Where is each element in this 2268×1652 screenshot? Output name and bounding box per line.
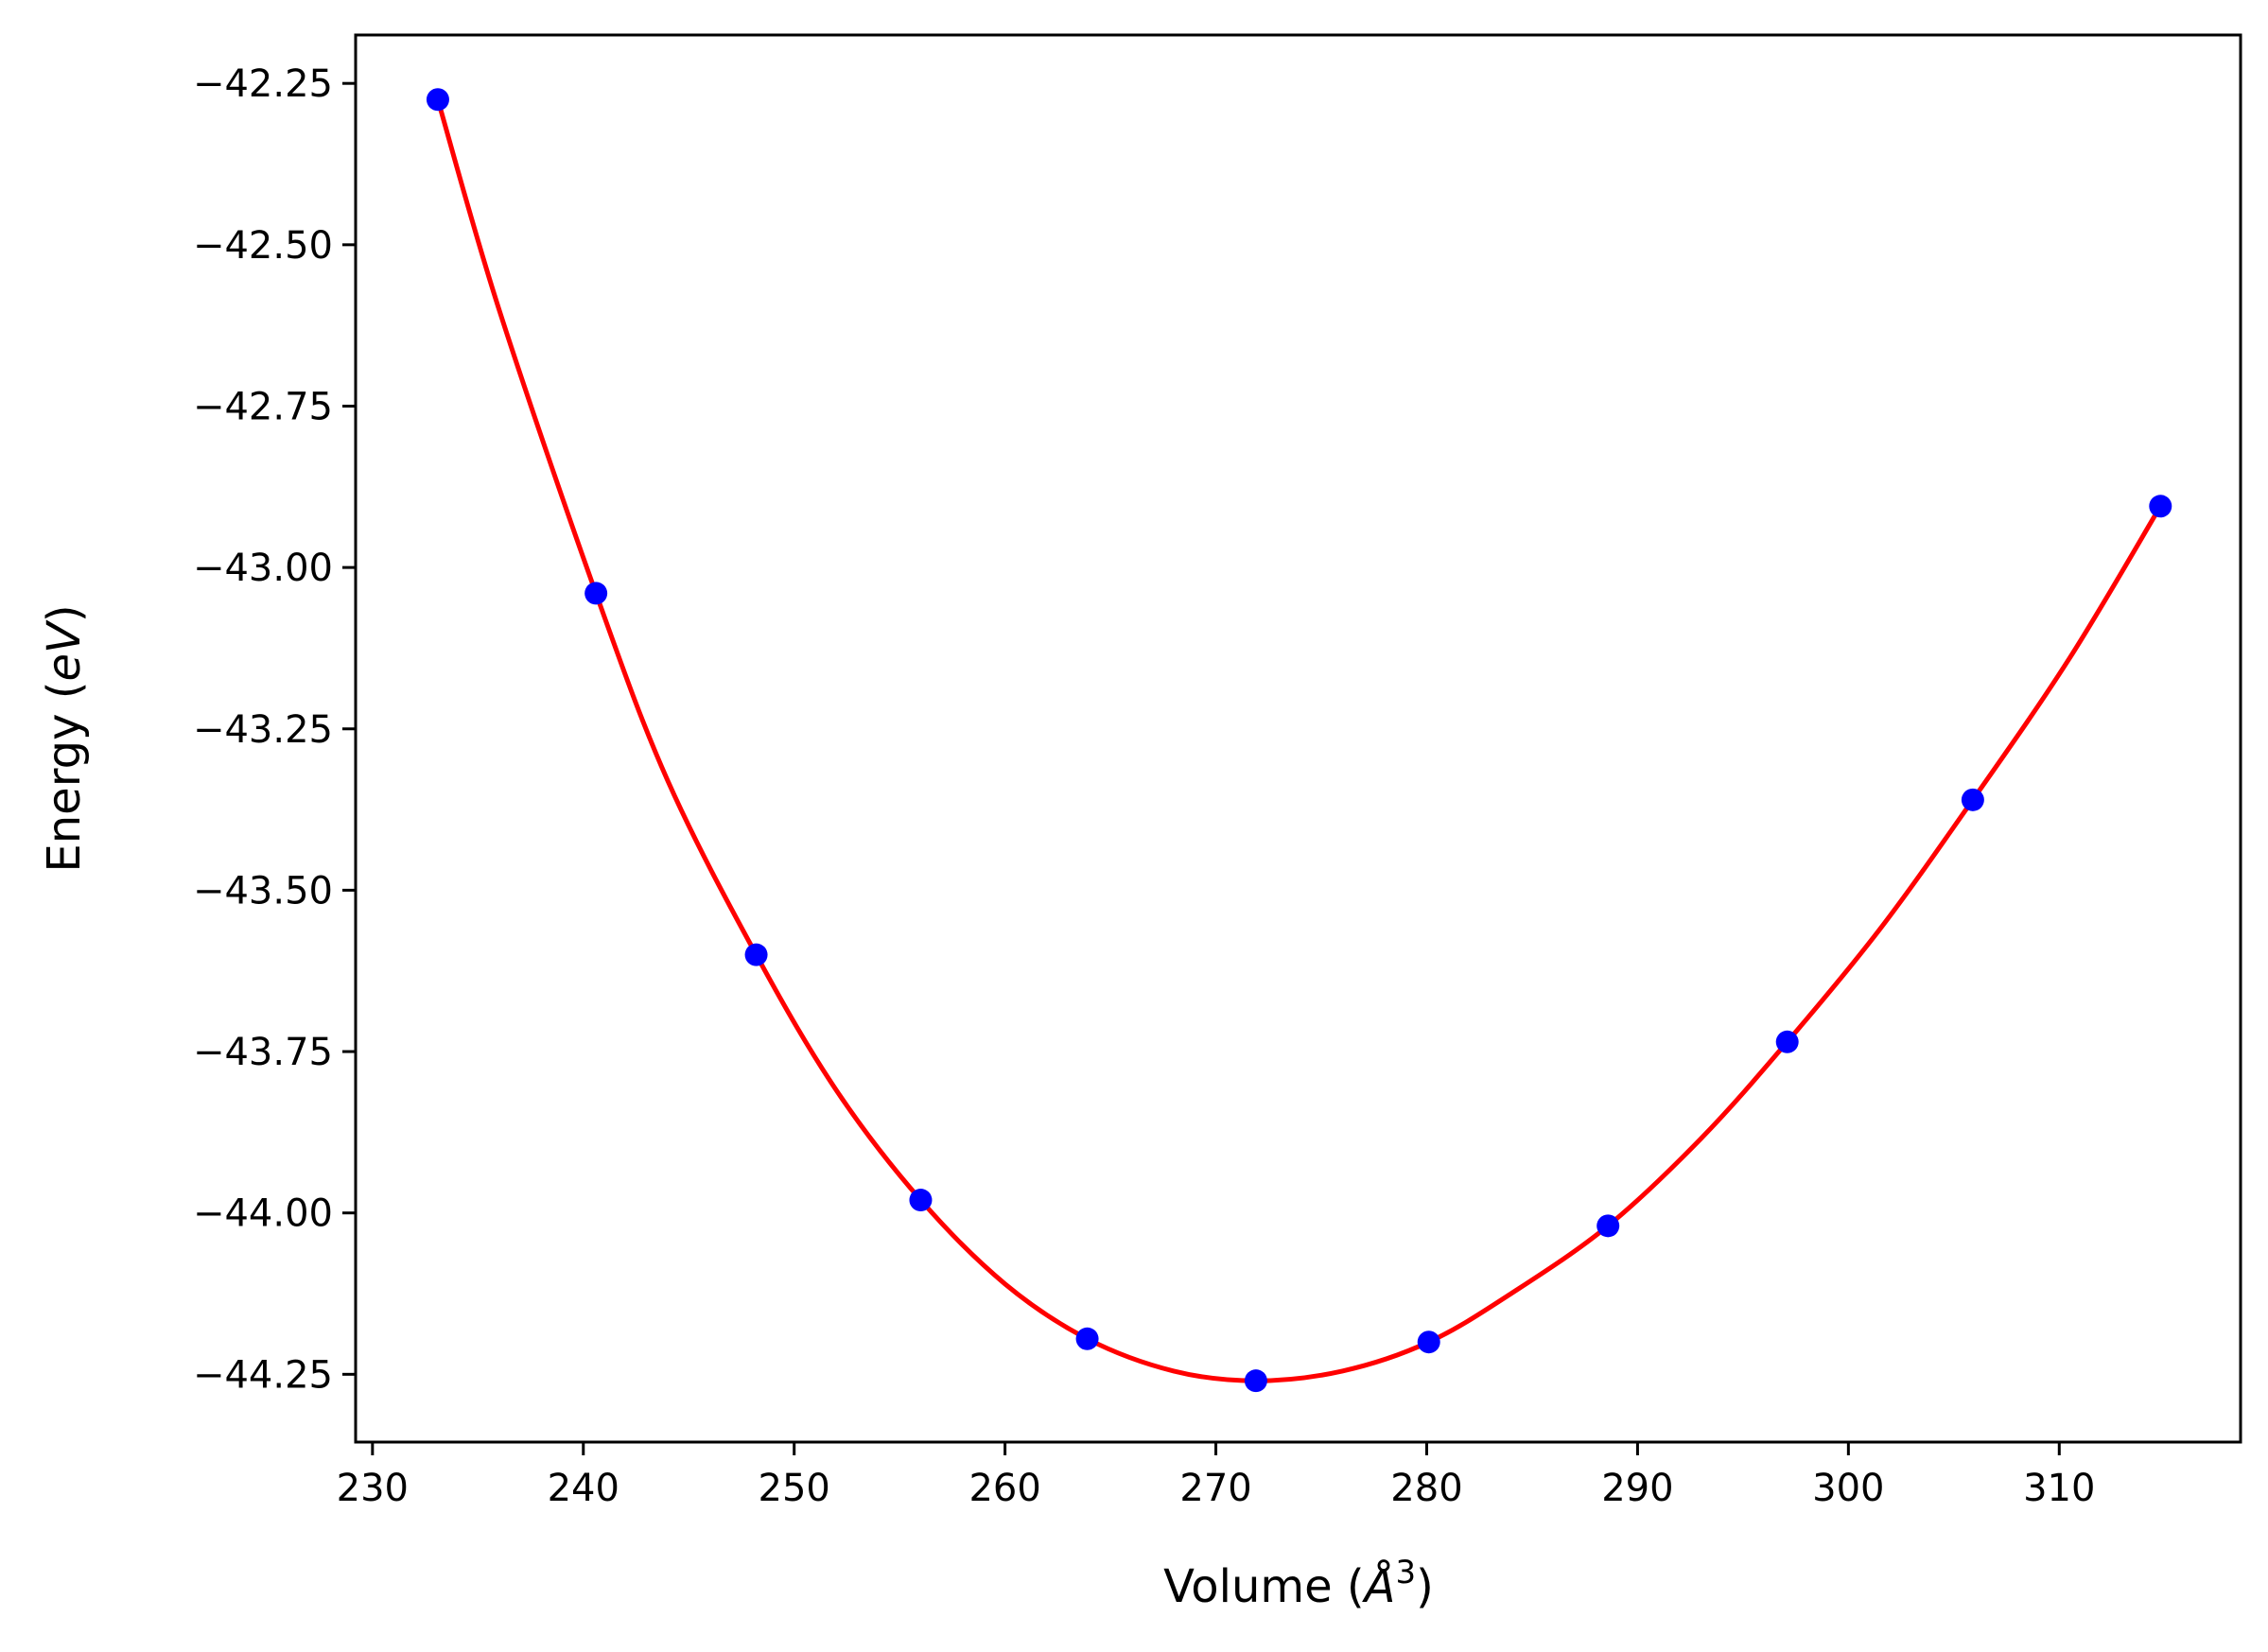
y-tick-label: −44.25 xyxy=(193,1353,333,1397)
data-point xyxy=(1961,788,1984,811)
y-tick-label: −43.00 xyxy=(193,547,333,590)
x-axis: 230 240 250 260 270 280 290 300 310 xyxy=(337,1442,2095,1510)
fit-curve-line xyxy=(435,98,2163,1383)
data-point xyxy=(909,1189,933,1212)
data-point xyxy=(1417,1330,1440,1354)
x-tick-label: 260 xyxy=(968,1467,1040,1510)
x-tick-label: 230 xyxy=(337,1467,409,1510)
x-tick-label: 240 xyxy=(548,1467,619,1510)
x-tick-label: 270 xyxy=(1179,1467,1251,1510)
y-tick-label: −43.50 xyxy=(193,869,333,913)
data-point xyxy=(584,582,608,605)
x-tick-label: 300 xyxy=(1812,1467,1884,1510)
x-axis-label: Volume (Å3) xyxy=(1163,1554,1434,1613)
y-axis-label: Energy (eV) xyxy=(38,604,91,872)
x-tick-label: 310 xyxy=(2023,1467,2095,1510)
y-axis: −42.25 −42.50 −42.75 −43.00 −43.25 −43.50 −43.… xyxy=(193,62,356,1397)
y-tick-label: −43.75 xyxy=(193,1031,333,1074)
data-point xyxy=(1075,1327,1099,1350)
x-tick-label: 280 xyxy=(1390,1467,1462,1510)
y-tick-label: −42.50 xyxy=(193,224,333,268)
plot-frame xyxy=(354,33,2242,1444)
x-tick-label: 290 xyxy=(1601,1467,1673,1510)
data-point xyxy=(426,88,449,112)
fit-curve-layer xyxy=(435,98,2163,1383)
y-tick-label: −42.25 xyxy=(193,62,333,106)
data-point xyxy=(1596,1214,1620,1238)
y-tick-label: −44.00 xyxy=(193,1192,333,1236)
data-point xyxy=(1244,1369,1267,1393)
data-points-layer xyxy=(426,88,2172,1393)
y-tick-label: −42.75 xyxy=(193,385,333,428)
y-tick-label: −43.25 xyxy=(193,708,333,752)
data-point xyxy=(2149,495,2172,518)
data-point xyxy=(744,943,768,966)
x-tick-label: 250 xyxy=(759,1467,830,1510)
data-point xyxy=(1775,1030,1799,1053)
